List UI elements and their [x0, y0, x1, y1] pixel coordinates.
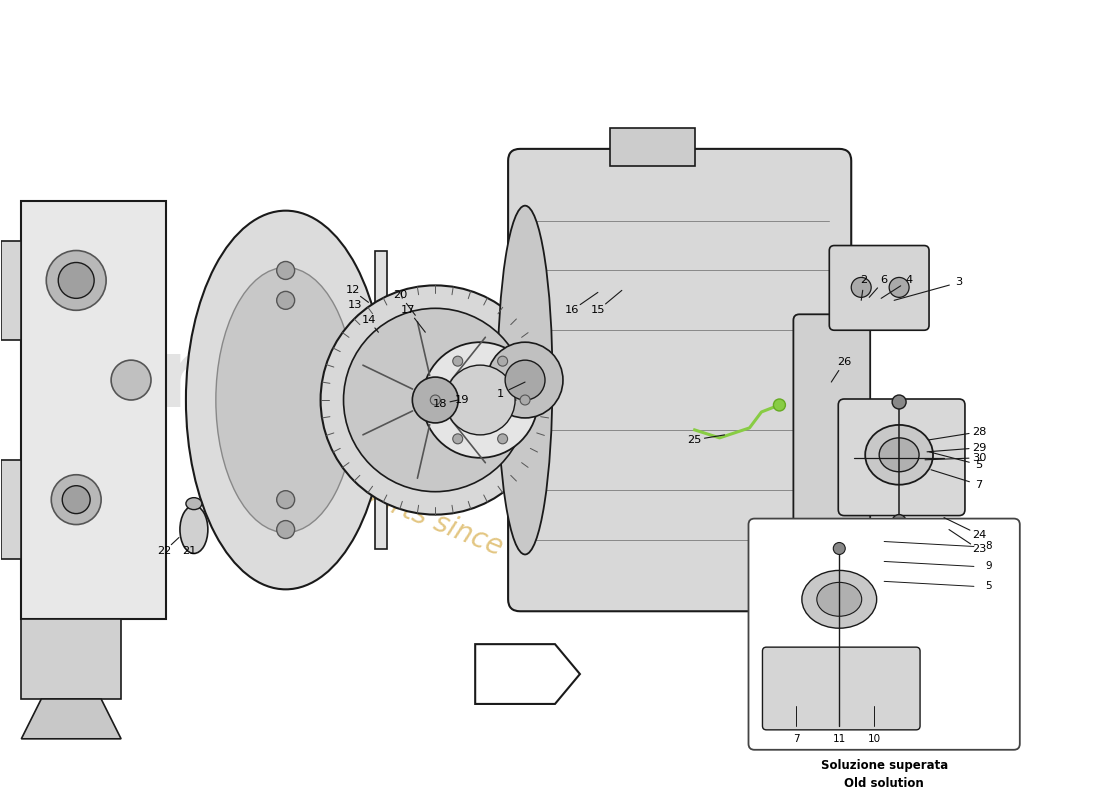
Text: 14: 14	[361, 315, 375, 326]
FancyBboxPatch shape	[21, 201, 166, 619]
Text: 16: 16	[564, 306, 579, 315]
Text: parts: parts	[300, 414, 588, 506]
Circle shape	[111, 360, 151, 400]
Text: 17: 17	[402, 306, 416, 315]
Text: euro: euro	[21, 334, 272, 426]
Text: 11: 11	[833, 734, 846, 744]
Text: 8: 8	[986, 542, 992, 551]
Ellipse shape	[879, 438, 920, 472]
Ellipse shape	[186, 498, 202, 510]
Text: 23: 23	[971, 545, 986, 554]
Text: a passion for parts since 1985: a passion for parts since 1985	[180, 408, 580, 591]
Text: 4: 4	[905, 275, 913, 286]
Text: 5: 5	[986, 582, 992, 591]
Circle shape	[453, 434, 463, 444]
Circle shape	[851, 278, 871, 298]
Circle shape	[52, 474, 101, 525]
Text: 26: 26	[837, 357, 851, 367]
Circle shape	[892, 514, 906, 529]
Circle shape	[520, 395, 530, 405]
Circle shape	[422, 342, 538, 458]
Text: 30: 30	[971, 453, 987, 462]
FancyBboxPatch shape	[838, 399, 965, 515]
Text: 24: 24	[971, 530, 986, 539]
Text: 19: 19	[455, 395, 470, 405]
Polygon shape	[475, 644, 580, 704]
Ellipse shape	[802, 570, 877, 628]
Text: 10: 10	[868, 734, 881, 744]
Text: 12: 12	[345, 286, 360, 295]
Text: 25: 25	[688, 435, 702, 445]
Polygon shape	[1, 460, 21, 559]
Circle shape	[773, 399, 785, 411]
Circle shape	[446, 365, 515, 435]
Text: 28: 28	[971, 427, 986, 437]
Ellipse shape	[866, 425, 933, 485]
Circle shape	[430, 395, 440, 405]
Text: 15: 15	[591, 306, 605, 315]
Polygon shape	[1, 241, 21, 340]
Circle shape	[412, 377, 459, 423]
Circle shape	[277, 490, 295, 509]
Text: 5: 5	[976, 460, 982, 470]
Ellipse shape	[216, 267, 355, 533]
Ellipse shape	[817, 582, 861, 616]
Text: 9: 9	[986, 562, 992, 571]
Bar	[375, 250, 387, 550]
Circle shape	[892, 395, 906, 409]
FancyBboxPatch shape	[762, 647, 920, 730]
Text: 3: 3	[955, 278, 962, 287]
Circle shape	[497, 356, 507, 366]
Text: 1: 1	[496, 389, 504, 399]
Text: 21: 21	[182, 546, 196, 557]
Text: 20: 20	[393, 290, 408, 300]
Circle shape	[63, 486, 90, 514]
FancyBboxPatch shape	[748, 518, 1020, 750]
Circle shape	[320, 286, 550, 514]
Text: 6: 6	[881, 275, 888, 286]
Text: Old solution: Old solution	[845, 777, 924, 790]
Text: 18: 18	[433, 399, 448, 409]
Circle shape	[487, 342, 563, 418]
Text: 7: 7	[976, 480, 982, 490]
Circle shape	[277, 262, 295, 279]
FancyBboxPatch shape	[793, 314, 870, 526]
Circle shape	[277, 521, 295, 538]
FancyBboxPatch shape	[508, 149, 851, 611]
Ellipse shape	[180, 506, 208, 554]
Circle shape	[834, 542, 845, 554]
Text: Soluzione superata: Soluzione superata	[821, 759, 948, 772]
Text: 7: 7	[793, 734, 800, 744]
Polygon shape	[21, 699, 121, 739]
Ellipse shape	[186, 210, 385, 590]
Circle shape	[505, 360, 544, 400]
Circle shape	[343, 308, 527, 492]
FancyBboxPatch shape	[829, 246, 930, 330]
Circle shape	[453, 356, 463, 366]
Circle shape	[497, 434, 507, 444]
Circle shape	[46, 250, 106, 310]
Text: 29: 29	[971, 443, 986, 453]
Text: 2: 2	[860, 275, 868, 286]
Ellipse shape	[497, 206, 552, 554]
Polygon shape	[21, 619, 121, 699]
Text: 13: 13	[349, 300, 363, 310]
Circle shape	[58, 262, 95, 298]
Bar	[609, 128, 694, 166]
Text: 22: 22	[157, 546, 172, 557]
Circle shape	[889, 278, 909, 298]
Circle shape	[277, 291, 295, 310]
